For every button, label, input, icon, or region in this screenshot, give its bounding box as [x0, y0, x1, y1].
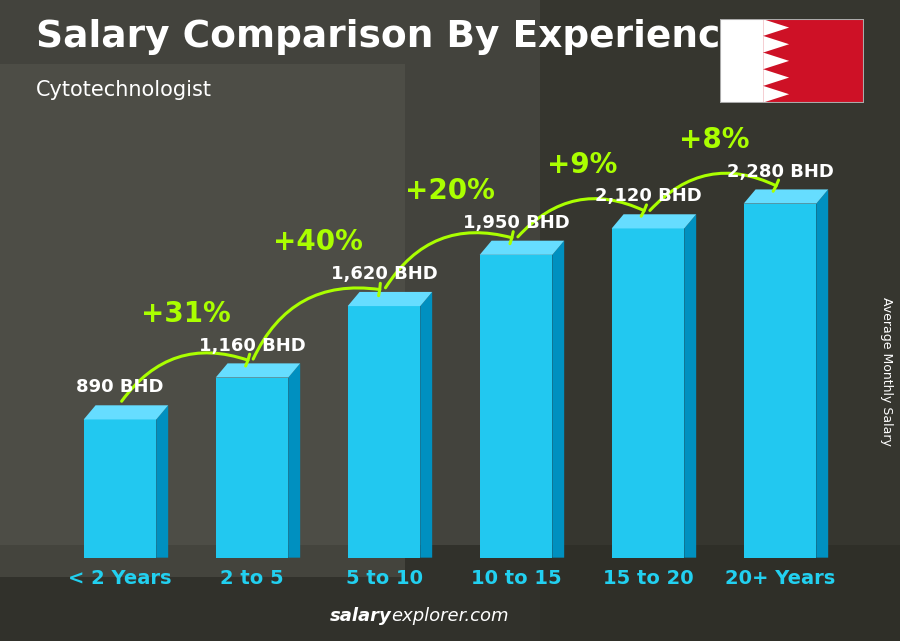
Polygon shape	[480, 255, 553, 558]
Text: +9%: +9%	[547, 151, 617, 179]
Bar	[0, 545, 900, 641]
Text: Average Monthly Salary: Average Monthly Salary	[880, 297, 893, 446]
Text: Cytotechnologist: Cytotechnologist	[36, 80, 212, 100]
Polygon shape	[288, 363, 301, 558]
Polygon shape	[743, 204, 816, 558]
Text: +40%: +40%	[273, 228, 363, 256]
Polygon shape	[216, 363, 301, 378]
Polygon shape	[763, 69, 789, 86]
Polygon shape	[84, 405, 168, 419]
Polygon shape	[157, 405, 168, 558]
Polygon shape	[347, 292, 432, 306]
Text: +8%: +8%	[679, 126, 749, 154]
Polygon shape	[420, 292, 432, 558]
Text: 890 BHD: 890 BHD	[76, 378, 164, 396]
Polygon shape	[684, 214, 697, 558]
Polygon shape	[816, 190, 828, 558]
Polygon shape	[763, 36, 789, 53]
Text: 2,120 BHD: 2,120 BHD	[595, 187, 701, 205]
Text: 1,160 BHD: 1,160 BHD	[199, 337, 305, 354]
Text: explorer.com: explorer.com	[392, 607, 509, 625]
Bar	[763, 19, 864, 103]
Polygon shape	[612, 228, 684, 558]
Polygon shape	[763, 53, 789, 69]
Polygon shape	[743, 190, 828, 204]
Bar	[540, 0, 900, 641]
Polygon shape	[347, 306, 420, 558]
Text: +20%: +20%	[405, 177, 495, 205]
Text: Salary Comparison By Experience: Salary Comparison By Experience	[36, 19, 746, 55]
Polygon shape	[763, 19, 789, 36]
Polygon shape	[84, 419, 157, 558]
Bar	[0, 64, 405, 577]
Text: 1,620 BHD: 1,620 BHD	[330, 265, 437, 283]
Bar	[720, 19, 763, 103]
Polygon shape	[480, 240, 564, 255]
Text: 1,950 BHD: 1,950 BHD	[463, 214, 570, 232]
Polygon shape	[612, 214, 697, 228]
Polygon shape	[553, 240, 564, 558]
Polygon shape	[216, 378, 288, 558]
Text: salary: salary	[329, 607, 392, 625]
Text: +31%: +31%	[141, 300, 231, 328]
Text: 2,280 BHD: 2,280 BHD	[726, 163, 833, 181]
Polygon shape	[763, 86, 789, 103]
